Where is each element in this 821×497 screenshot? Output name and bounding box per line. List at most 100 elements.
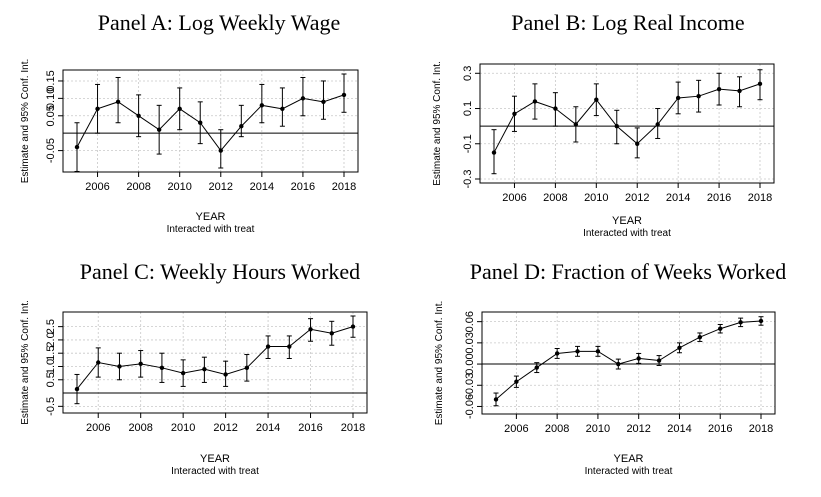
x-axis-label: YEAR (614, 453, 644, 465)
plot-frame (481, 311, 776, 415)
plot-frame (62, 311, 368, 414)
panel-title: Panel D: Fraction of Weeks Worked (470, 259, 786, 284)
data-point (532, 99, 538, 104)
y-tick-label: 2.0 (45, 332, 57, 347)
series-line (76, 94, 345, 152)
x-tick-label: 2008 (543, 192, 567, 204)
x-axis-subtitle: Interacted with treat (171, 466, 259, 477)
x-tick-label: 2006 (86, 422, 110, 434)
data-point (675, 95, 681, 101)
data-point (300, 96, 306, 101)
x-tick-label: 2008 (128, 422, 152, 434)
data-point (96, 360, 101, 365)
data-point (656, 358, 662, 363)
y-tick-label: -0.1 (462, 134, 474, 153)
data-point (74, 144, 80, 150)
x-tick-label: 2012 (626, 423, 650, 435)
x-tick-label: 2012 (209, 181, 233, 193)
x-tick-label: 2008 (545, 423, 569, 435)
y-tick-label: -0.06 (464, 394, 476, 419)
x-tick-label: 2018 (341, 422, 365, 434)
series-line (495, 320, 762, 400)
data-point (758, 318, 764, 324)
chart-panel-a: Panel A: Log Weekly Wage 2006 2008 2010 2012… (20, 10, 359, 235)
data-point (177, 106, 182, 112)
x-tick-label: 2010 (586, 423, 610, 435)
data-point (156, 127, 162, 132)
y-tick-label: 0.1 (462, 101, 474, 116)
x-tick-label: 2006 (502, 192, 526, 204)
y-tick-label: 0.06 (464, 311, 476, 332)
data-point (575, 349, 580, 354)
x-tick-label: 2014 (250, 181, 274, 193)
data-point (636, 356, 641, 361)
x-axis-subtitle: Interacted with treat (585, 466, 673, 477)
data-point (308, 327, 313, 332)
y-tick-label: 1.5 (45, 346, 57, 361)
x-tick-label: 2016 (708, 423, 732, 435)
series-line (493, 83, 761, 153)
data-point (512, 111, 517, 117)
panel-title: Panel A: Log Weekly Wage (98, 10, 340, 35)
data-point (198, 120, 203, 125)
grid-lines (482, 312, 775, 414)
data-point (95, 106, 100, 112)
data-point (321, 99, 326, 105)
y-tick-label: 0.3 (462, 66, 474, 81)
y-tick-label: -0.05 (45, 138, 57, 163)
x-tick-label: 2010 (167, 181, 191, 193)
y-axis-label: Estimate and 95% Conf. Int. (432, 61, 443, 186)
y-tick-label: 0.5 (45, 372, 57, 387)
x-tick-label: 2018 (332, 181, 356, 193)
x-tick-label: 2006 (504, 423, 528, 435)
y-tick-label: -0.3 (462, 170, 474, 189)
x-tick-label: 2016 (291, 181, 315, 193)
chart-panel-c: Panel C: Weekly Hours Worked 2006 2008 2010… (20, 259, 368, 477)
data-point (737, 88, 742, 94)
y-tick-label: -0.5 (45, 397, 57, 416)
data-point (696, 93, 701, 99)
y-tick-label: 0.15 (45, 70, 57, 91)
x-tick-label: 2012 (625, 192, 649, 204)
data-point (757, 81, 763, 87)
x-tick-label: 2014 (666, 192, 690, 204)
x-axis-subtitle: Interacted with treat (583, 228, 671, 239)
data-point (329, 331, 334, 336)
data-point (280, 106, 285, 112)
x-tick-label: 2010 (171, 422, 195, 434)
data-point (350, 324, 356, 329)
data-point (655, 122, 660, 127)
data-point (677, 345, 682, 351)
data-point (616, 361, 621, 367)
data-point (553, 106, 558, 111)
x-axis-label: YEAR (200, 453, 230, 465)
data-point (493, 397, 499, 402)
y-tick-label: 0.10 (45, 88, 57, 109)
data-point (115, 99, 121, 105)
data-point (595, 349, 601, 354)
grid-lines (63, 70, 358, 172)
x-tick-label: 2012 (213, 422, 237, 434)
data-point (239, 124, 244, 129)
y-tick-label: 2.5 (45, 319, 57, 334)
x-axis-subtitle: Interacted with treat (167, 224, 255, 235)
data-point (287, 344, 292, 349)
x-tick-label: 2006 (85, 181, 109, 193)
data-point (136, 113, 141, 118)
data-point (534, 365, 539, 370)
data-point (573, 122, 579, 127)
plot-frame (479, 63, 775, 184)
chart-panel-d: Panel D: Fraction of Weeks Worked 2006 200… (434, 259, 786, 477)
data-point (554, 351, 560, 356)
data-point (180, 370, 186, 376)
data-point (514, 379, 519, 384)
grid-lines (480, 64, 774, 183)
data-point (697, 335, 703, 340)
data-point (223, 372, 228, 377)
y-axis-label: Estimate and 95% Conf. Int. (20, 59, 31, 184)
data-point (244, 365, 250, 371)
x-tick-label: 2018 (748, 192, 772, 204)
data-point (74, 386, 80, 392)
y-tick-label: 0.00 (464, 353, 476, 374)
